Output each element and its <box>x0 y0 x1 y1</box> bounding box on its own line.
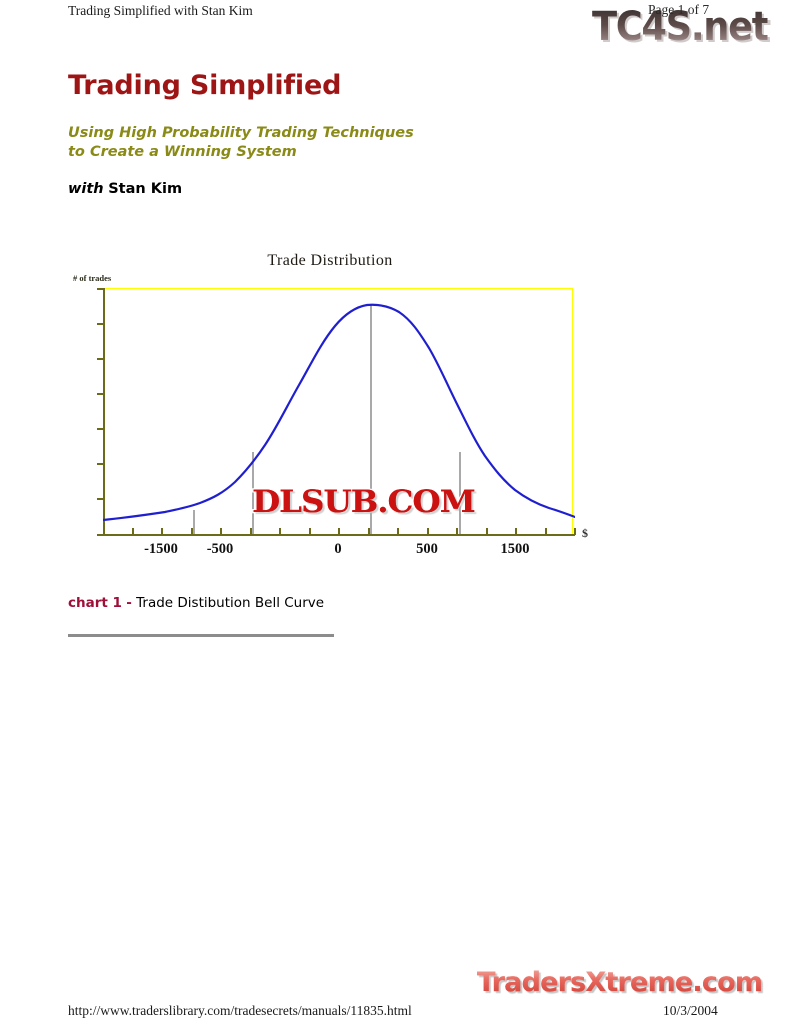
caption-number: chart 1 <box>68 595 122 611</box>
chart-xtick-label-zero: 0 <box>334 541 342 557</box>
page-title: Trading Simplified <box>68 70 342 101</box>
chart-y-tick <box>97 393 104 395</box>
header-running-title: Trading Simplified with Stan Kim <box>68 3 253 18</box>
chart-x-tick <box>515 528 517 535</box>
tc4s-watermark-shadow: TC4S.net <box>594 9 771 49</box>
chart-x-tick <box>132 528 134 535</box>
chart-x-tick <box>338 528 340 535</box>
chart-y-tick <box>97 288 104 290</box>
chart-x-tick <box>456 528 458 535</box>
author-byline: with Stan Kim <box>68 181 182 197</box>
chart-x-tick <box>574 528 576 535</box>
page-number-indicator: Page 1 of 7 <box>648 2 710 17</box>
chart-x-tick <box>427 528 429 535</box>
caption-dash: - <box>126 595 132 611</box>
chart-x-tick <box>397 528 399 535</box>
tradersxtreme-watermark: TradersXtreme.com <box>477 967 763 998</box>
tc4s-watermark: TC4S.net <box>592 4 769 50</box>
chart-xtick-label-neg1500: -1500 <box>144 541 178 557</box>
chart-xtick-label-neg500: -500 <box>206 541 234 557</box>
chart-caption: chart 1 - Trade Distibution Bell Curve <box>68 595 324 611</box>
horizontal-divider <box>68 634 334 637</box>
chart-title: Trade Distribution <box>267 252 393 269</box>
trade-distribution-chart: Trade Distribution # of trades -1500 -50… <box>70 252 590 577</box>
chart-x-tick <box>309 528 311 535</box>
chart-bell-curve <box>103 303 575 522</box>
caption-text: Trade Distibution Bell Curve <box>136 595 325 611</box>
chart-curve-svg <box>103 303 575 534</box>
chart-y-tick <box>97 463 104 465</box>
chart-x-axis <box>103 534 575 536</box>
dlsub-watermark-outline: DLSUB.COM <box>251 484 477 520</box>
chart-xtick-label-pos500: 500 <box>416 541 438 557</box>
chart-y-axis <box>103 288 105 536</box>
subtitle-line-2: to Create a Winning System <box>68 144 297 160</box>
chart-x-tick <box>103 528 105 535</box>
chart-x-tick <box>161 528 163 535</box>
chart-y-tick <box>97 358 104 360</box>
chart-y-axis-label: # of trades <box>73 273 112 283</box>
chart-y-tick <box>97 498 104 500</box>
chart-x-tick <box>250 528 252 535</box>
chart-xtick-label-pos1500: 1500 <box>500 541 530 557</box>
subtitle-line-1: Using High Probability Trading Technique… <box>68 125 414 141</box>
byline-author-name: Stan Kim <box>108 181 183 197</box>
chart-y-tick <box>97 428 104 430</box>
chart-x-tick <box>191 528 193 535</box>
chart-x-tick <box>486 528 488 535</box>
chart-x-tick <box>545 528 547 535</box>
chart-marker-lines <box>193 305 461 534</box>
chart-y-tick <box>97 534 104 536</box>
chart-x-axis-label: $ <box>582 526 588 540</box>
tradersxtreme-watermark-outline: TradersXtreme.com <box>476 966 765 999</box>
dlsub-watermark: DLSUB.COM <box>252 484 476 520</box>
chart-x-tick <box>368 528 370 535</box>
chart-plot-frame <box>103 288 573 534</box>
chart-x-tick <box>220 528 222 535</box>
page-subtitle: Using High Probability Trading Technique… <box>68 124 414 162</box>
chart-x-tick <box>279 528 281 535</box>
byline-prefix: with <box>68 181 104 197</box>
page-header: Trading Simplified with Stan Kim TC4S.ne… <box>0 0 791 49</box>
footer-date: 10/3/2004 <box>663 1003 718 1018</box>
chart-y-tick <box>97 323 104 325</box>
footer-source-url[interactable]: http://www.traderslibrary.com/tradesecre… <box>68 1003 412 1018</box>
